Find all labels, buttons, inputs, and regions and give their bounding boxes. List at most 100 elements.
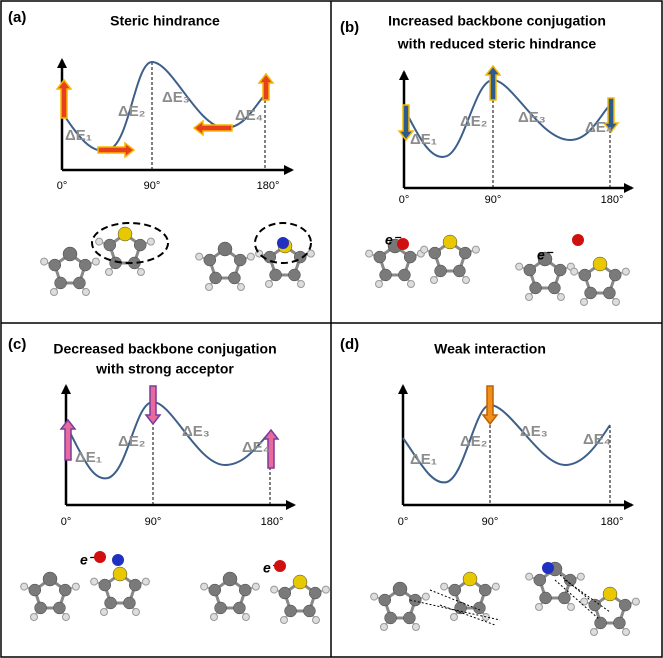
- atom: [209, 584, 221, 596]
- atom: [234, 254, 246, 266]
- atom: [129, 579, 141, 591]
- atom: [59, 584, 71, 596]
- atom: [540, 592, 552, 604]
- atom: [113, 567, 127, 581]
- hydrogen: [205, 283, 212, 290]
- molecule: [371, 582, 430, 631]
- atom: [548, 282, 560, 294]
- nitrogen: [112, 554, 124, 566]
- x-tick-label: 180°: [601, 194, 624, 206]
- atom: [429, 247, 441, 259]
- atom: [524, 264, 536, 276]
- annotation: e⁻: [537, 247, 554, 263]
- hydrogen: [92, 258, 99, 265]
- oxygen: [397, 238, 409, 250]
- panel-label: (a): [8, 9, 26, 26]
- atom: [593, 257, 607, 271]
- hydrogen: [412, 624, 419, 631]
- atom: [603, 587, 617, 601]
- atom: [404, 251, 416, 263]
- atom: [619, 599, 631, 611]
- annotation: e⁻: [80, 552, 97, 568]
- hydrogen: [201, 583, 208, 590]
- hydrogen: [142, 578, 149, 585]
- hydrogen: [280, 616, 287, 623]
- hydrogen: [72, 583, 79, 590]
- hydrogen: [421, 246, 428, 253]
- energy-label: ΔE₁: [65, 127, 92, 144]
- atom: [403, 612, 415, 624]
- atom: [380, 269, 392, 281]
- x-tick-label: 0°: [398, 516, 409, 528]
- hydrogen: [21, 583, 28, 590]
- atom: [479, 584, 491, 596]
- hydrogen: [577, 573, 584, 580]
- hydrogen: [252, 583, 259, 590]
- nitrogen: [277, 237, 289, 249]
- energy-label: ΔE₂: [460, 433, 487, 450]
- atom: [210, 272, 222, 284]
- atom: [303, 605, 315, 617]
- x-tick-label: 0°: [57, 180, 68, 192]
- atom: [73, 277, 85, 289]
- atom: [435, 265, 447, 277]
- panel-title: Increased backbone conjugation: [388, 13, 606, 29]
- atom: [285, 605, 297, 617]
- x-tick-label: 180°: [601, 516, 624, 528]
- molecule: [526, 562, 585, 611]
- molecule: [421, 235, 480, 284]
- hydrogen: [30, 613, 37, 620]
- molecule: [21, 572, 80, 621]
- atom: [104, 239, 116, 251]
- energy-arrow: [57, 80, 71, 118]
- hydrogen: [147, 238, 154, 245]
- oxygen: [572, 234, 584, 246]
- x-tick-label: 90°: [144, 180, 161, 192]
- energy-label: ΔE₁: [75, 449, 102, 466]
- panel-label: (c): [8, 336, 26, 353]
- panel-title: with reduced steric hindrance: [397, 36, 597, 52]
- molecule: [581, 587, 640, 636]
- atom: [558, 592, 570, 604]
- x-tick-label: 0°: [399, 194, 410, 206]
- hydrogen: [62, 614, 69, 621]
- hydrogen: [375, 280, 382, 287]
- atom: [453, 265, 465, 277]
- hydrogen: [307, 250, 314, 257]
- molecule: [91, 567, 150, 616]
- hydrogen: [265, 280, 272, 287]
- hydrogen: [271, 586, 278, 593]
- atom: [134, 239, 146, 251]
- atom: [288, 269, 300, 281]
- atom: [49, 259, 61, 271]
- energy-label: ΔE₁: [410, 131, 437, 148]
- energy-label: ΔE₄: [242, 439, 270, 456]
- molecule: [96, 227, 155, 276]
- nitrogen: [542, 562, 554, 574]
- hydrogen: [535, 603, 542, 610]
- energy-arrow: [259, 74, 273, 100]
- hydrogen: [196, 253, 203, 260]
- atom: [239, 584, 251, 596]
- atom: [603, 287, 615, 299]
- hydrogen: [100, 608, 107, 615]
- energy-label: ΔE₄: [585, 119, 613, 136]
- x-tick-label: 180°: [257, 180, 280, 192]
- hydrogen: [590, 628, 597, 635]
- atom: [530, 282, 542, 294]
- atom: [218, 242, 232, 256]
- atom: [564, 574, 576, 586]
- hydrogen: [462, 277, 469, 284]
- atom: [204, 254, 216, 266]
- energy-label: ΔE₂: [118, 103, 145, 120]
- atom: [228, 272, 240, 284]
- hydrogen: [450, 613, 457, 620]
- atom: [393, 582, 407, 596]
- panel-title: Steric hindrance: [110, 13, 220, 29]
- atom: [79, 259, 91, 271]
- energy-arrow: [486, 66, 500, 100]
- hydrogen: [132, 609, 139, 616]
- atom: [374, 251, 386, 263]
- atom: [123, 597, 135, 609]
- hydrogen: [526, 573, 533, 580]
